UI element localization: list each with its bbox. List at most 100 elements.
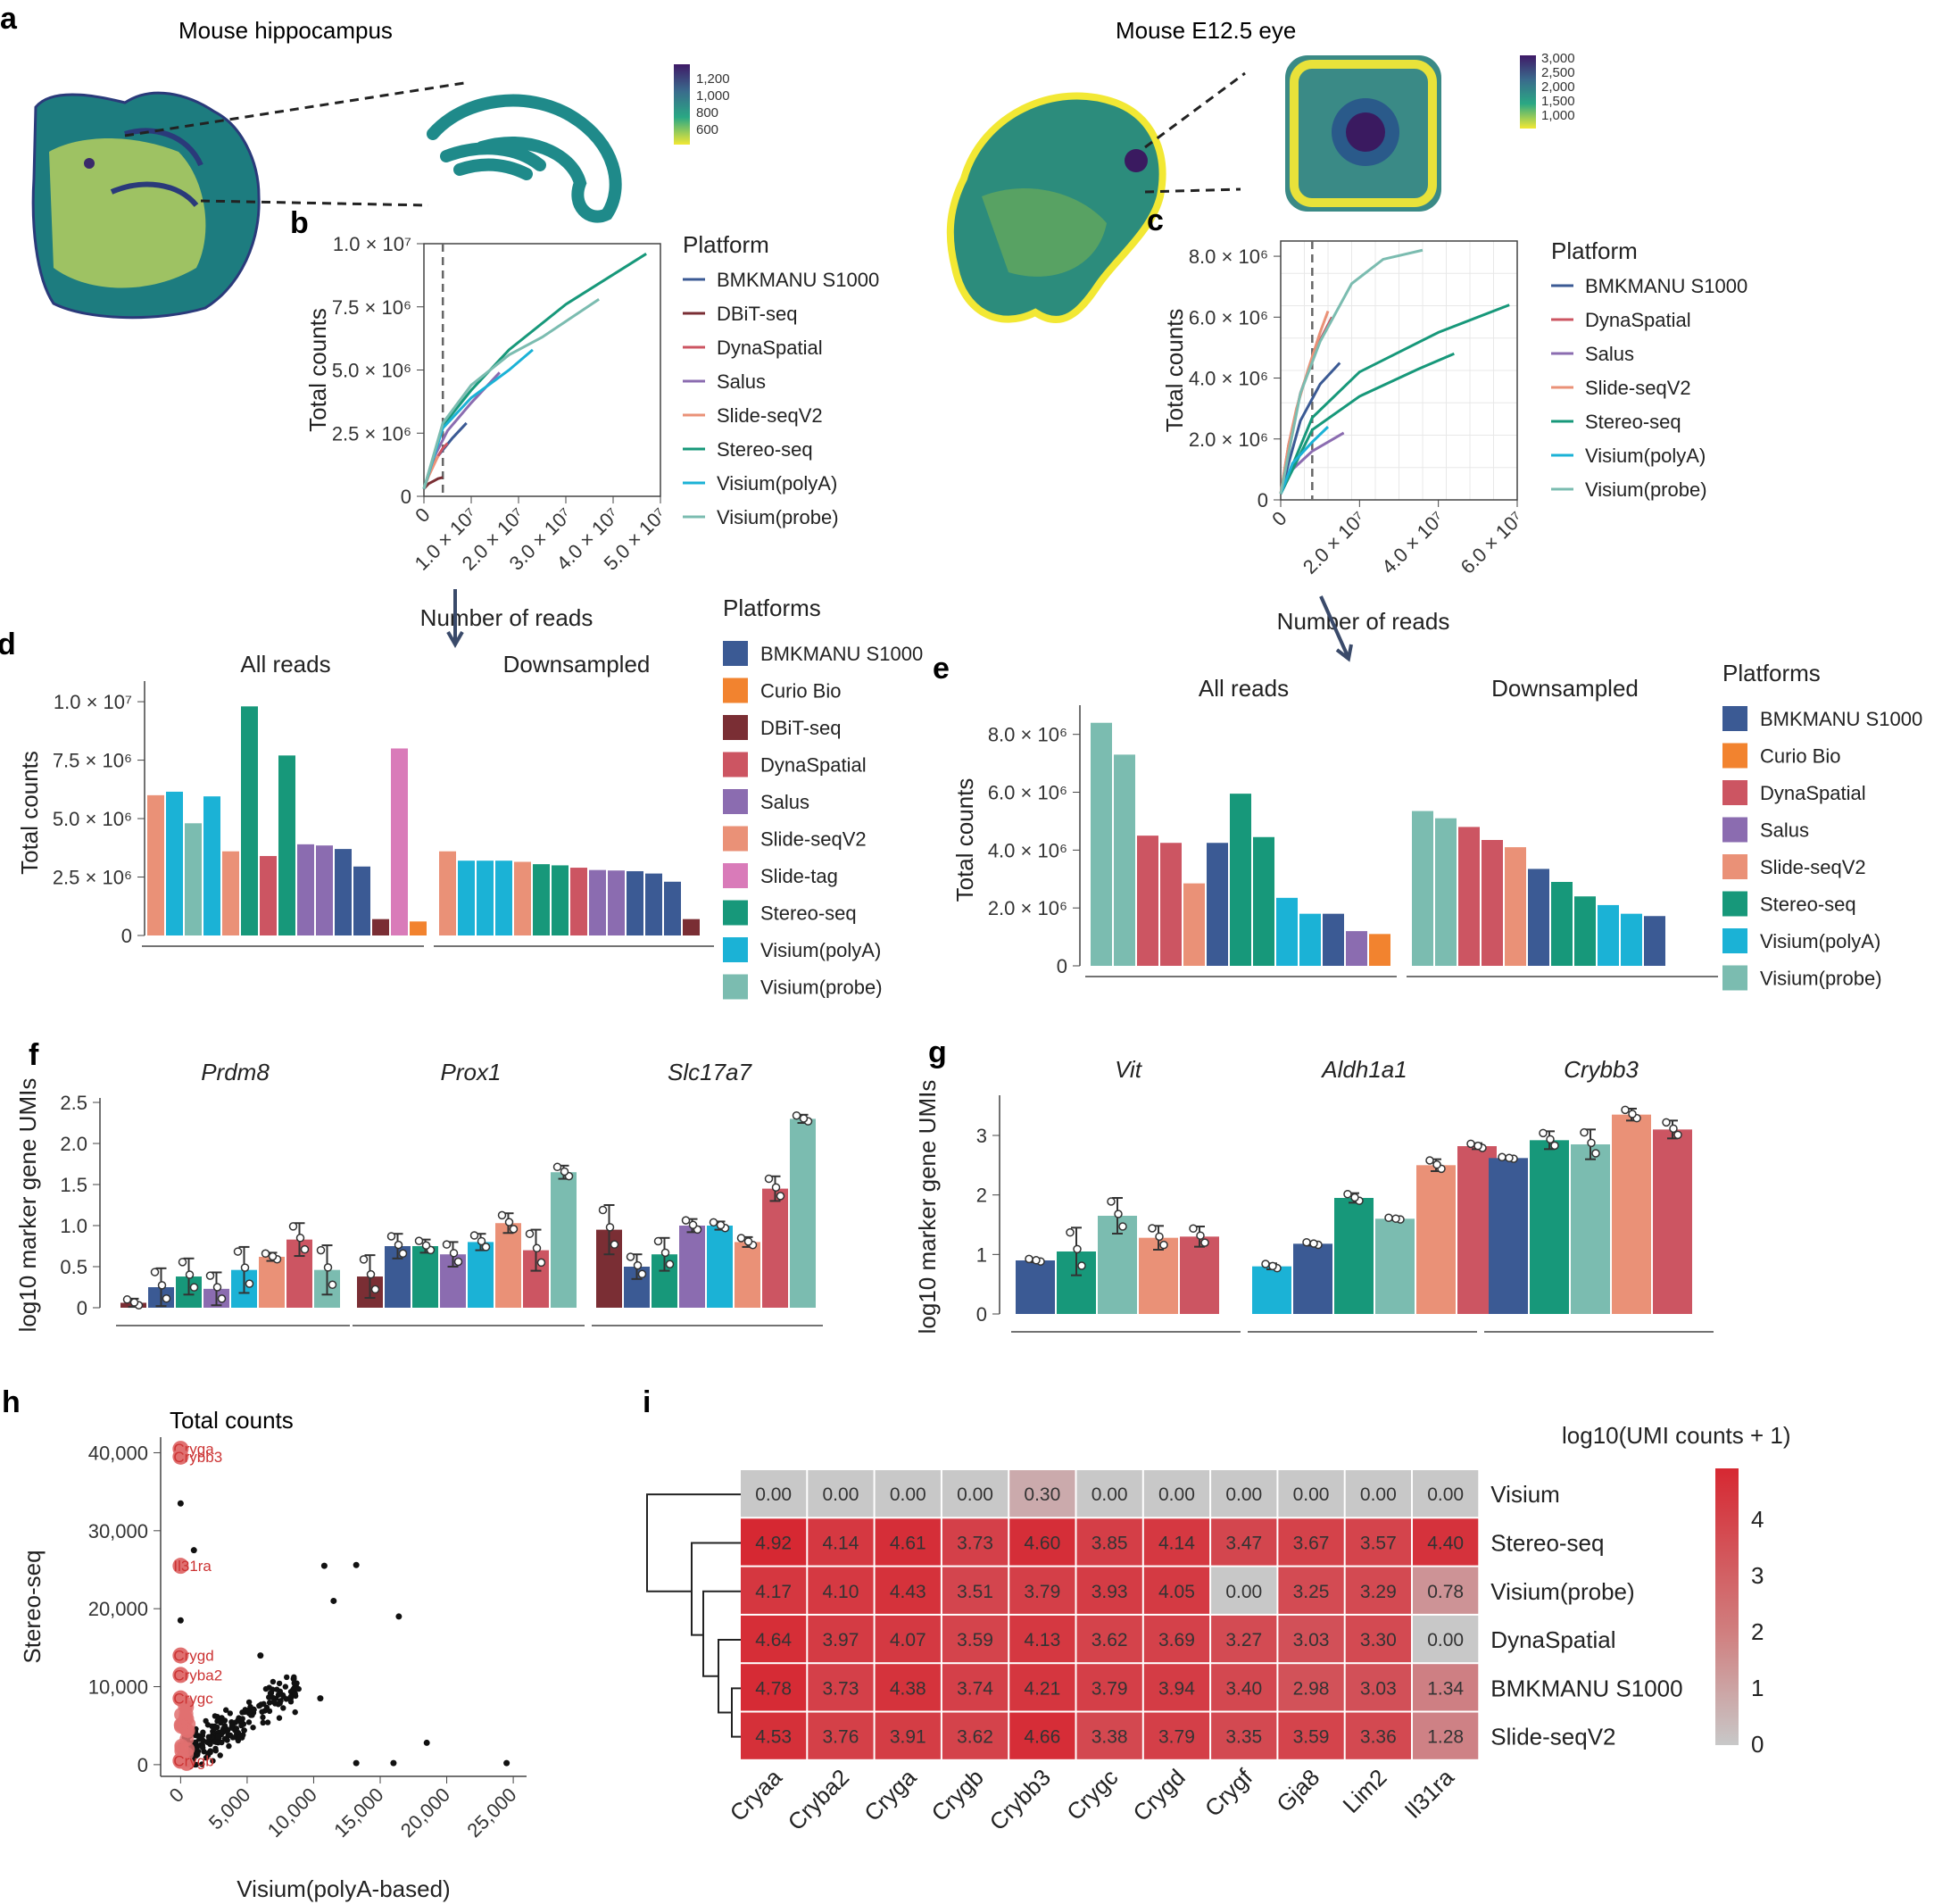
replicate-point [525, 1229, 535, 1238]
replicate-point [633, 1260, 643, 1270]
heatmap-cell [942, 1470, 1009, 1517]
y-tick-label: 0 [1258, 489, 1268, 511]
heatmap-cell [875, 1664, 941, 1711]
y-tick-label: 2.5 × 10⁶ [53, 867, 132, 889]
y-axis-title-h: Stereo-seq [19, 1550, 46, 1663]
heatmap-cell [1345, 1664, 1411, 1711]
gene-point [292, 1691, 298, 1697]
heatmap-cell-value: 3.62 [957, 1727, 993, 1748]
replicate-point [552, 1162, 562, 1172]
bar-visium-polya- [1276, 897, 1298, 966]
bar-stereo-seq [1230, 794, 1251, 966]
bar-visium-probe- [790, 1118, 816, 1308]
dendrogram [646, 1493, 741, 1738]
heatmap-row-label: BMKMANU S1000 [1490, 1675, 1682, 1701]
replicate-point [560, 1167, 569, 1176]
arrow-c-to-e [1319, 595, 1353, 662]
legend-item: DBiT-seq [717, 303, 797, 325]
replicate-point [453, 1257, 463, 1267]
y-tick-label: 0.5 [60, 1256, 87, 1278]
heatmap-col-label: Gja8 [1271, 1764, 1324, 1817]
legend-item: Slide-tag [760, 865, 838, 887]
series-line-dbit-seq [422, 476, 444, 490]
heatmap-cell [1143, 1518, 1210, 1566]
heatmap-cell-value: 3.69 [1158, 1630, 1195, 1650]
bar-dbit-seq [372, 919, 389, 935]
heatmap-cell-value: 3.59 [1293, 1727, 1330, 1748]
replicate-point [764, 1174, 774, 1184]
bar-stereo-seq [1253, 836, 1274, 966]
gene-point [287, 1699, 295, 1705]
heatmap-cell-value: 0.00 [1092, 1484, 1128, 1505]
legend-swatch [723, 900, 748, 926]
heatmap-cell [1143, 1470, 1210, 1517]
gene-point [317, 1695, 324, 1702]
gene-point [423, 1739, 430, 1746]
gene-point [283, 1674, 290, 1681]
replicate-point [178, 1258, 187, 1267]
x-axis-title-b: Number of reads [420, 604, 593, 631]
x-tick-label: 5,000 [204, 1783, 255, 1834]
y-tick-label: 20,000 [88, 1598, 148, 1620]
panel-label-h: h [2, 1385, 21, 1419]
y-axis-title-d: Total counts [16, 751, 43, 875]
y-tick-label: 1.5 [60, 1174, 87, 1196]
legend-title-b: Platform [683, 231, 769, 258]
replicate-point [1505, 1153, 1514, 1162]
bar-salus [679, 1226, 705, 1308]
gene-point [275, 1701, 282, 1708]
bar-visium-polya- [203, 796, 220, 935]
heatmap-cell-value: 0.00 [1158, 1484, 1195, 1505]
heatmap-cell [1345, 1518, 1411, 1566]
heatmap-cell-value: 0.00 [823, 1484, 859, 1505]
bar-visium-probe- [185, 823, 202, 935]
colorbar-a-left-tick: 600 [696, 122, 718, 137]
replicate-point [637, 1269, 647, 1279]
heatmap-cell [1211, 1518, 1277, 1566]
series-line-stereo-seq [1279, 303, 1510, 495]
facet-title: All reads [1199, 675, 1289, 702]
heatmap-cell [1009, 1567, 1075, 1614]
replicate-point [605, 1223, 615, 1232]
replicate-point [688, 1220, 698, 1230]
replicate-point [709, 1218, 718, 1227]
bar-visium-probe- [1375, 1218, 1415, 1314]
heatmap-cell-value: 4.60 [1024, 1533, 1060, 1553]
highlight-point [172, 1558, 189, 1575]
facet-title: Downsampled [1491, 675, 1639, 702]
gene-point [229, 1722, 237, 1728]
series-line-visium-polya- [1279, 426, 1330, 495]
gene-point [215, 1739, 221, 1746]
bar-salus [608, 870, 625, 935]
heatmap-cell [1211, 1470, 1277, 1517]
replicate-point [1066, 1227, 1075, 1237]
bar-stereo-seq [1551, 882, 1573, 966]
heatmap-col-label: Crygf [1199, 1763, 1258, 1822]
gene-point [240, 1732, 246, 1738]
legend-item: Salus [717, 370, 766, 393]
replicate-point [150, 1268, 160, 1276]
heatmap-cell-value: 0.00 [1427, 1630, 1464, 1650]
heatmap-cell [1009, 1615, 1075, 1663]
gene-point [270, 1694, 276, 1701]
heatmap-col-label: Cryba2 [783, 1764, 854, 1835]
heatmap-cell [942, 1518, 1009, 1566]
heatmap-cell-value: 3.73 [823, 1678, 859, 1699]
heatmap-cell [1009, 1470, 1075, 1517]
panel-label-f: f [29, 1038, 39, 1072]
legend-item: Curio Bio [1760, 745, 1840, 768]
heatmap-cell [1278, 1518, 1344, 1566]
eye-zoom-core [1346, 112, 1385, 152]
panel-label-g: g [928, 1035, 947, 1069]
replicate-point [1550, 1141, 1559, 1151]
bar-slide-seqv2 [1612, 1114, 1651, 1314]
bar-visium-probe- [551, 1172, 577, 1308]
heatmap-cell-value: 3.30 [1360, 1630, 1397, 1650]
bar-visium-polya- [495, 861, 512, 935]
gene-point [219, 1715, 225, 1721]
plot-frame-c [1280, 240, 1518, 501]
heatmap-cell [1076, 1712, 1142, 1759]
bar-visium-polya- [707, 1226, 733, 1308]
replicate-point [328, 1280, 337, 1289]
heatmap-cell [1076, 1518, 1142, 1566]
